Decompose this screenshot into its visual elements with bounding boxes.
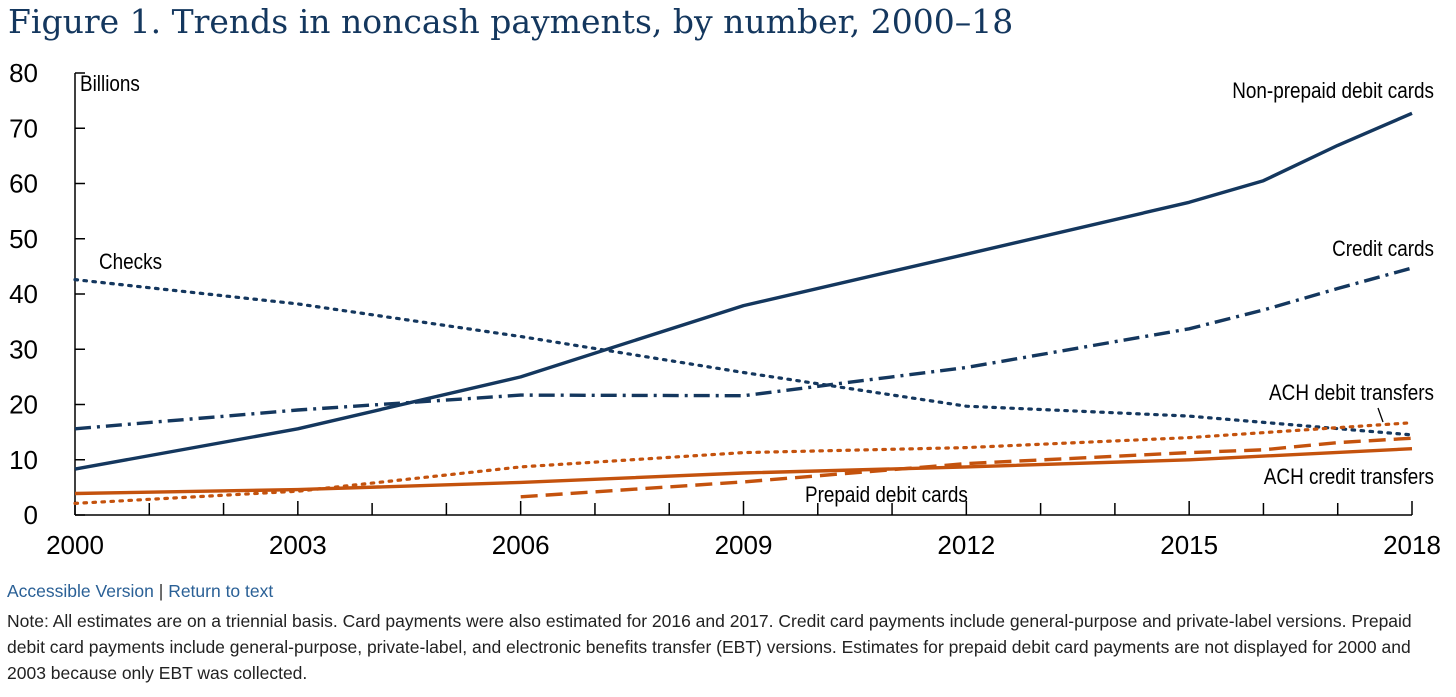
link-separator: | [158,581,164,601]
series-labels: Billions Non-prepaid debit cards Checks Cr… [80,72,1434,508]
series-label-ach-credit-transfers: ACH credit transfers [1264,465,1434,490]
figure-title: Figure 1. Trends in noncash payments, by… [8,2,1014,41]
series-line-checks [73,278,1414,437]
series-label-checks: Checks [99,250,162,275]
x-tick-label: 2015 [1160,530,1218,560]
x-tick-label: 2009 [715,530,773,560]
series-line-ach-debit-transfers [73,421,1414,505]
x-tick-label: 2006 [492,530,550,560]
y-tick-label: 50 [9,224,38,254]
y-tick-label: 40 [9,279,38,309]
x-tick-label: 2003 [269,530,327,560]
y-tick-label: 60 [9,169,38,199]
y-axis-label: Billions [80,72,140,97]
series-layer [73,111,1414,505]
series-label-prepaid-debit-cards: Prepaid debit cards [805,483,968,508]
y-tick-label: 20 [9,390,38,420]
series-label-ach-debit-transfers: ACH debit transfers [1269,381,1434,406]
x-tick-label: 2018 [1383,530,1441,560]
figure-links: Accessible Version | Return to text [7,581,273,602]
figure-note: Note: All estimates are on a triennial b… [7,611,1412,683]
y-tick-label: 80 [9,58,38,88]
y-tick-label: 70 [9,113,38,143]
series-line-ach-credit-transfers [74,447,1413,496]
series-line-credit-cards [74,266,1413,431]
y-tick-label: 10 [9,445,38,475]
return-to-text-link[interactable]: Return to text [168,581,274,601]
y-axis: 0 10 20 30 40 50 60 70 80 [9,58,85,530]
x-tick-label: 2012 [937,530,995,560]
x-axis: 2000 2003 2006 2009 2012 2015 2018 [46,501,1441,560]
series-label-non-prepaid-debit-cards: Non-prepaid debit cards [1232,79,1434,104]
series-line-non-prepaid-debit-cards [74,111,1413,471]
label-leader-line [1377,407,1384,423]
y-tick-label: 30 [9,334,38,364]
accessible-version-link[interactable]: Accessible Version [7,581,154,601]
x-tick-label: 2000 [46,530,104,560]
y-tick-label: 0 [24,500,38,530]
series-label-credit-cards: Credit cards [1332,237,1434,262]
